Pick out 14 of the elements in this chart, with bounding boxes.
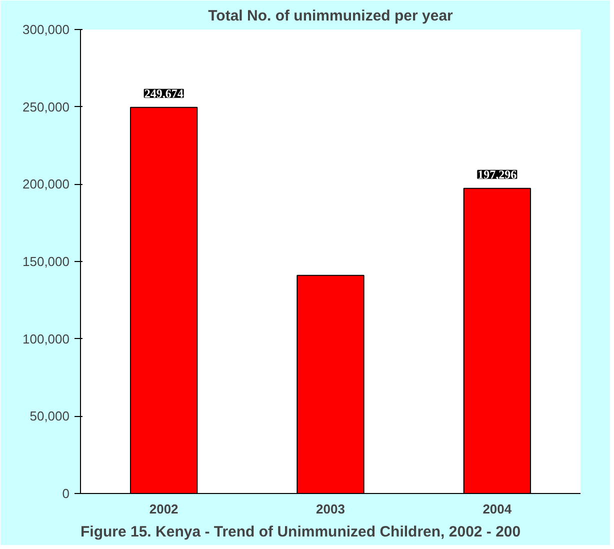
chart-title: Total No. of unimmunized per year [208, 8, 454, 24]
x-tick-label: 2004 [482, 502, 512, 516]
y-tick-label: 150,000 [22, 254, 70, 269]
caption: Figure 15. Kenya - Trend of Unimmunized Children, 2002 - 200 [80, 524, 521, 540]
data-label: 197,296 [478, 167, 517, 182]
x-tick-label: 2002 [149, 502, 178, 516]
x-tick-label: 2003 [316, 502, 345, 516]
y-tick-label: 200,000 [22, 176, 70, 192]
y-tick-label: 250,000 [22, 99, 70, 114]
y-tick-label: 50,000 [30, 408, 70, 424]
y-tick-label: 100,000 [22, 331, 70, 346]
y-tick-label: 0 [62, 486, 70, 501]
y-tick-label: 300,000 [22, 22, 70, 37]
data-label: 249,674 [144, 86, 184, 100]
